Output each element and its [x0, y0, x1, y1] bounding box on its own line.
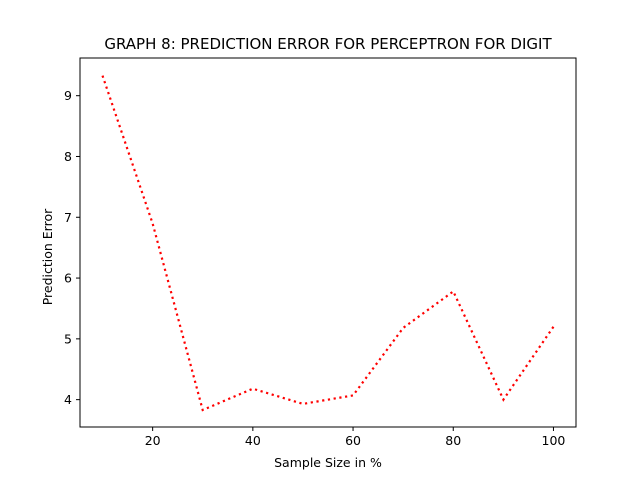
x-tick-label: 60	[345, 433, 361, 448]
x-tick-label: 40	[245, 433, 261, 448]
x-axis-label: Sample Size in %	[274, 455, 382, 470]
y-tick-label: 4	[64, 392, 72, 407]
y-tick-label: 9	[64, 88, 72, 103]
chart-title: GRAPH 8: PREDICTION ERROR FOR PERCEPTRON…	[104, 35, 552, 53]
plot-frame	[79, 57, 577, 428]
y-tick-label: 6	[64, 271, 72, 286]
y-tick-label: 5	[64, 331, 72, 346]
y-axis-label: Prediction Error	[40, 208, 55, 305]
series-line-0	[101, 75, 555, 412]
y-tick-label: 7	[64, 210, 72, 225]
x-tick-label: 80	[445, 433, 461, 448]
x-tick-label: 20	[145, 433, 161, 448]
x-tick-label: 100	[542, 433, 566, 448]
y-tick-label: 8	[64, 149, 72, 164]
